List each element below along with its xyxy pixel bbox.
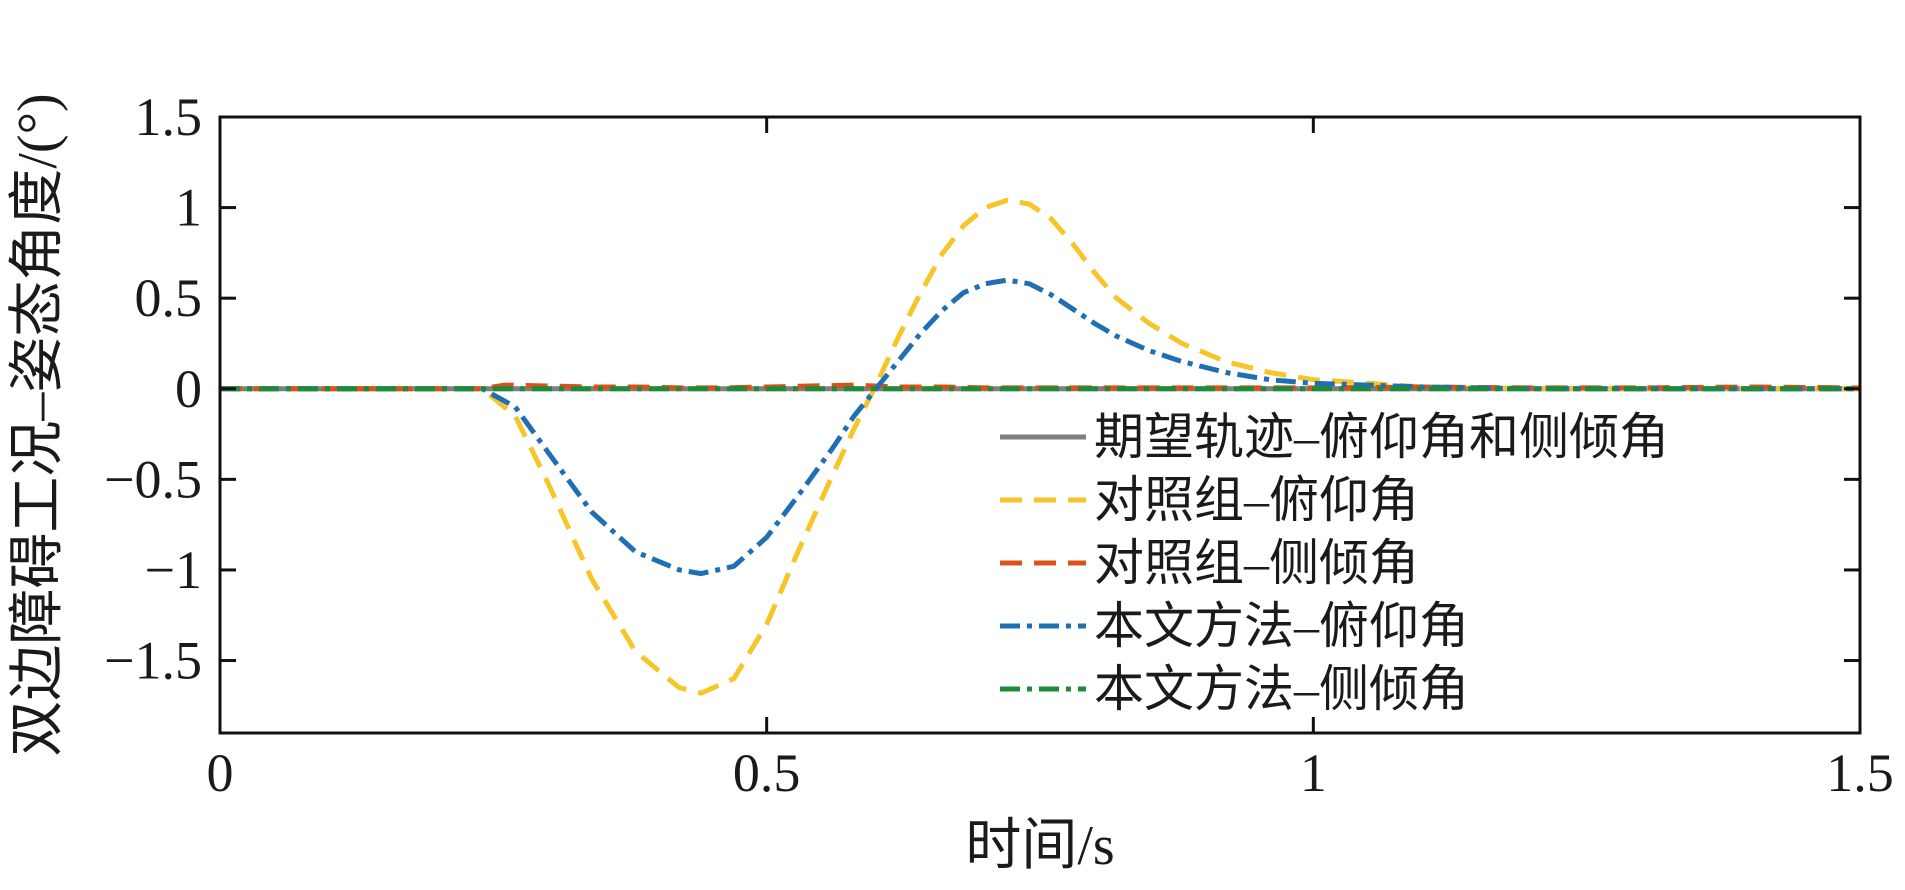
y-tick-label: 0.5 — [135, 268, 203, 328]
y-tick-label: 1 — [175, 178, 202, 238]
plot-frame — [218, 115, 1862, 735]
legend-label-1: 期望轨迹–俯仰角和侧倾角 — [1094, 409, 1669, 465]
y-tick-label: 0 — [175, 359, 202, 419]
series-line-2 — [220, 197, 1860, 696]
series-layer — [220, 197, 1861, 696]
ticks-layer: 0 0.5 1 1.5 1.5 1 0.5 0 −0.5 −1 −1.5 — [104, 87, 1894, 803]
legend-label-4: 本文方法–俯仰角 — [1094, 598, 1469, 654]
y-tick-label: −1.5 — [104, 631, 202, 691]
y-axis-title: 双边障碍工况–姿态角度/(°) — [7, 93, 69, 756]
series-line-3 — [220, 382, 1861, 392]
x-tick-label: 1 — [1300, 743, 1327, 803]
y-tick-label: −0.5 — [104, 449, 202, 509]
legend-label-3: 对照组–侧倾角 — [1094, 535, 1419, 591]
legend-label-5: 本文方法–侧倾角 — [1094, 661, 1469, 717]
x-axis-title: 时间/s — [965, 815, 1114, 877]
y-tick-label: −1 — [145, 540, 202, 600]
legend: 期望轨迹–俯仰角和侧倾角对照组–俯仰角对照组–侧倾角本文方法–俯仰角本文方法–侧… — [1000, 409, 1669, 717]
x-tick-label: 0 — [207, 743, 234, 803]
legend-label-2: 对照组–俯仰角 — [1094, 472, 1419, 528]
x-tick-label: 0.5 — [733, 743, 801, 803]
y-tick-label: 1.5 — [135, 87, 203, 147]
series-line-4 — [220, 277, 1860, 577]
x-tick-label: 1.5 — [1826, 743, 1894, 803]
